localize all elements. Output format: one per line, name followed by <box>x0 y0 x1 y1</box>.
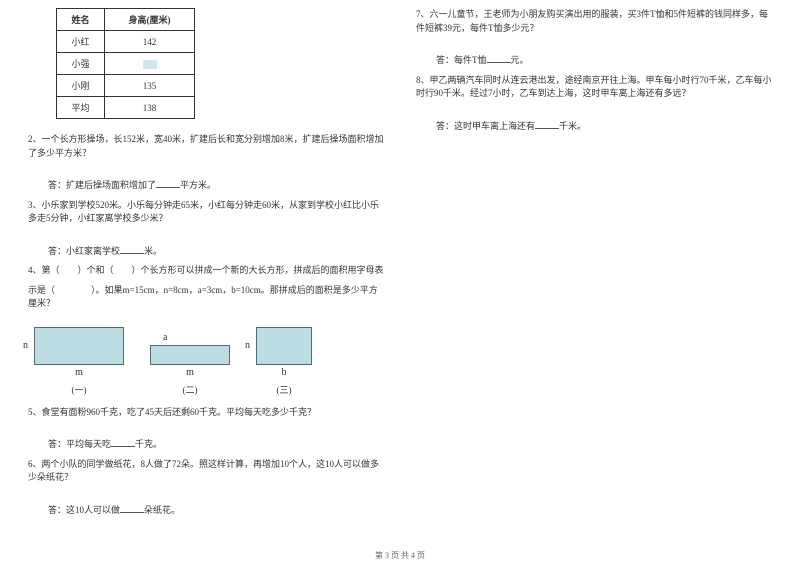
ans-prefix: 答：小红家离学校 <box>48 246 120 256</box>
question-2: 2、一个长方形操场，长152米，宽40米，扩建后长和宽分别增加8米，扩建后操场面… <box>28 133 384 160</box>
answer-3: 答：小红家离学校 米。 <box>48 244 384 259</box>
missing-image-icon <box>143 60 157 69</box>
header-name: 姓名 <box>57 9 105 31</box>
label-m: m <box>75 367 83 378</box>
question-4-line1: 4、第（ ）个和（ ）个长方形可以拼成一个新的大长方形，拼成后的面积用字母表 <box>28 264 384 278</box>
ans-suffix: 元。 <box>511 55 529 65</box>
blank <box>487 53 511 63</box>
blank <box>120 503 144 513</box>
ans-prefix: 答：这时甲车离上海还有 <box>436 121 535 131</box>
answer-7: 答：每件T恤 元。 <box>436 53 772 68</box>
table-row: 小刚 135 <box>57 75 195 97</box>
answer-5: 答：平均每天吃 千克。 <box>48 437 384 452</box>
answer-2: 答：扩建后操场面积增加了 平方米。 <box>48 178 384 193</box>
rect-2: a m <box>150 345 230 365</box>
label-m: m <box>186 367 194 378</box>
ans-suffix: 平方米。 <box>180 180 216 190</box>
rectangles-diagram: n m (一) a m (二) n b (三) <box>34 327 384 396</box>
rect-1: n m <box>34 327 124 365</box>
ans-prefix: 答：平均每天吃 <box>48 439 111 449</box>
left-column: 姓名 身高(厘米) 小红 142 小强 小刚 135 平均 138 2、一个长方… <box>0 0 400 540</box>
question-3: 3、小乐家到学校520米。小乐每分钟走65米，小红每分钟走60米，从家到学校小红… <box>28 199 384 226</box>
right-column: 7、六一儿童节，王老师为小朋友购买演出用的服装，买3件T恤和5件短裤的钱同样多，… <box>400 0 800 540</box>
cell-height <box>105 53 195 75</box>
blank <box>120 244 144 254</box>
rect-2-caption: (二) <box>150 383 230 396</box>
rect-1-caption: (一) <box>34 383 124 396</box>
ans-suffix: 朵纸花。 <box>144 505 180 515</box>
table-row: 小红 142 <box>57 31 195 53</box>
ans-suffix: 米。 <box>144 246 162 256</box>
table-row: 小强 <box>57 53 195 75</box>
question-4-line2: 示是（ ）。如果m=15cm，n=8cm，a=3cm，b=10cm。那拼成后的面… <box>28 284 384 311</box>
cell-height: 142 <box>105 31 195 53</box>
cell-name: 小刚 <box>57 75 105 97</box>
answer-8: 答：这时甲车离上海还有 千米。 <box>436 119 772 134</box>
page-container: 姓名 身高(厘米) 小红 142 小强 小刚 135 平均 138 2、一个长方… <box>0 0 800 540</box>
blank <box>156 178 180 188</box>
question-5: 5、食堂有面粉960千克，吃了45天后还剩60千克。平均每天吃多少千克？ <box>28 406 384 420</box>
answer-6: 答：这10人可以做 朵纸花。 <box>48 503 384 518</box>
ans-prefix: 答：这10人可以做 <box>48 505 120 515</box>
page-footer: 第 3 页 共 4 页 <box>0 550 800 561</box>
ans-suffix: 千克。 <box>135 439 162 449</box>
question-7: 7、六一儿童节，王老师为小朋友购买演出用的服装，买3件T恤和5件短裤的钱同样多，… <box>416 8 772 35</box>
rect-2-wrap: a m (二) <box>150 345 230 396</box>
question-6: 6、两个小队的同学做纸花，8人做了72朵。照这样计算，再增加10个人，这10人可… <box>28 458 384 485</box>
rect-3: n b <box>256 327 312 365</box>
label-n: n <box>245 340 250 351</box>
table-row: 平均 138 <box>57 97 195 119</box>
rect-3-wrap: n b (三) <box>256 327 312 396</box>
cell-height: 135 <box>105 75 195 97</box>
height-table: 姓名 身高(厘米) 小红 142 小强 小刚 135 平均 138 <box>56 8 195 119</box>
header-height: 身高(厘米) <box>105 9 195 31</box>
rect-3-caption: (三) <box>256 383 312 396</box>
label-a: a <box>163 332 167 343</box>
cell-name: 平均 <box>57 97 105 119</box>
ans-suffix: 千米。 <box>559 121 586 131</box>
rect-1-wrap: n m (一) <box>34 327 124 396</box>
blank <box>535 119 559 129</box>
question-8: 8、甲乙两辆汽车同时从连云港出发，途经南京开往上海。甲车每小时行70千米，乙车每… <box>416 74 772 101</box>
cell-name: 小强 <box>57 53 105 75</box>
cell-name: 小红 <box>57 31 105 53</box>
table-header-row: 姓名 身高(厘米) <box>57 9 195 31</box>
label-b: b <box>282 367 287 378</box>
ans-prefix: 答：每件T恤 <box>436 55 487 65</box>
blank <box>111 437 135 447</box>
label-n: n <box>23 340 28 351</box>
cell-height: 138 <box>105 97 195 119</box>
ans-prefix: 答：扩建后操场面积增加了 <box>48 180 156 190</box>
